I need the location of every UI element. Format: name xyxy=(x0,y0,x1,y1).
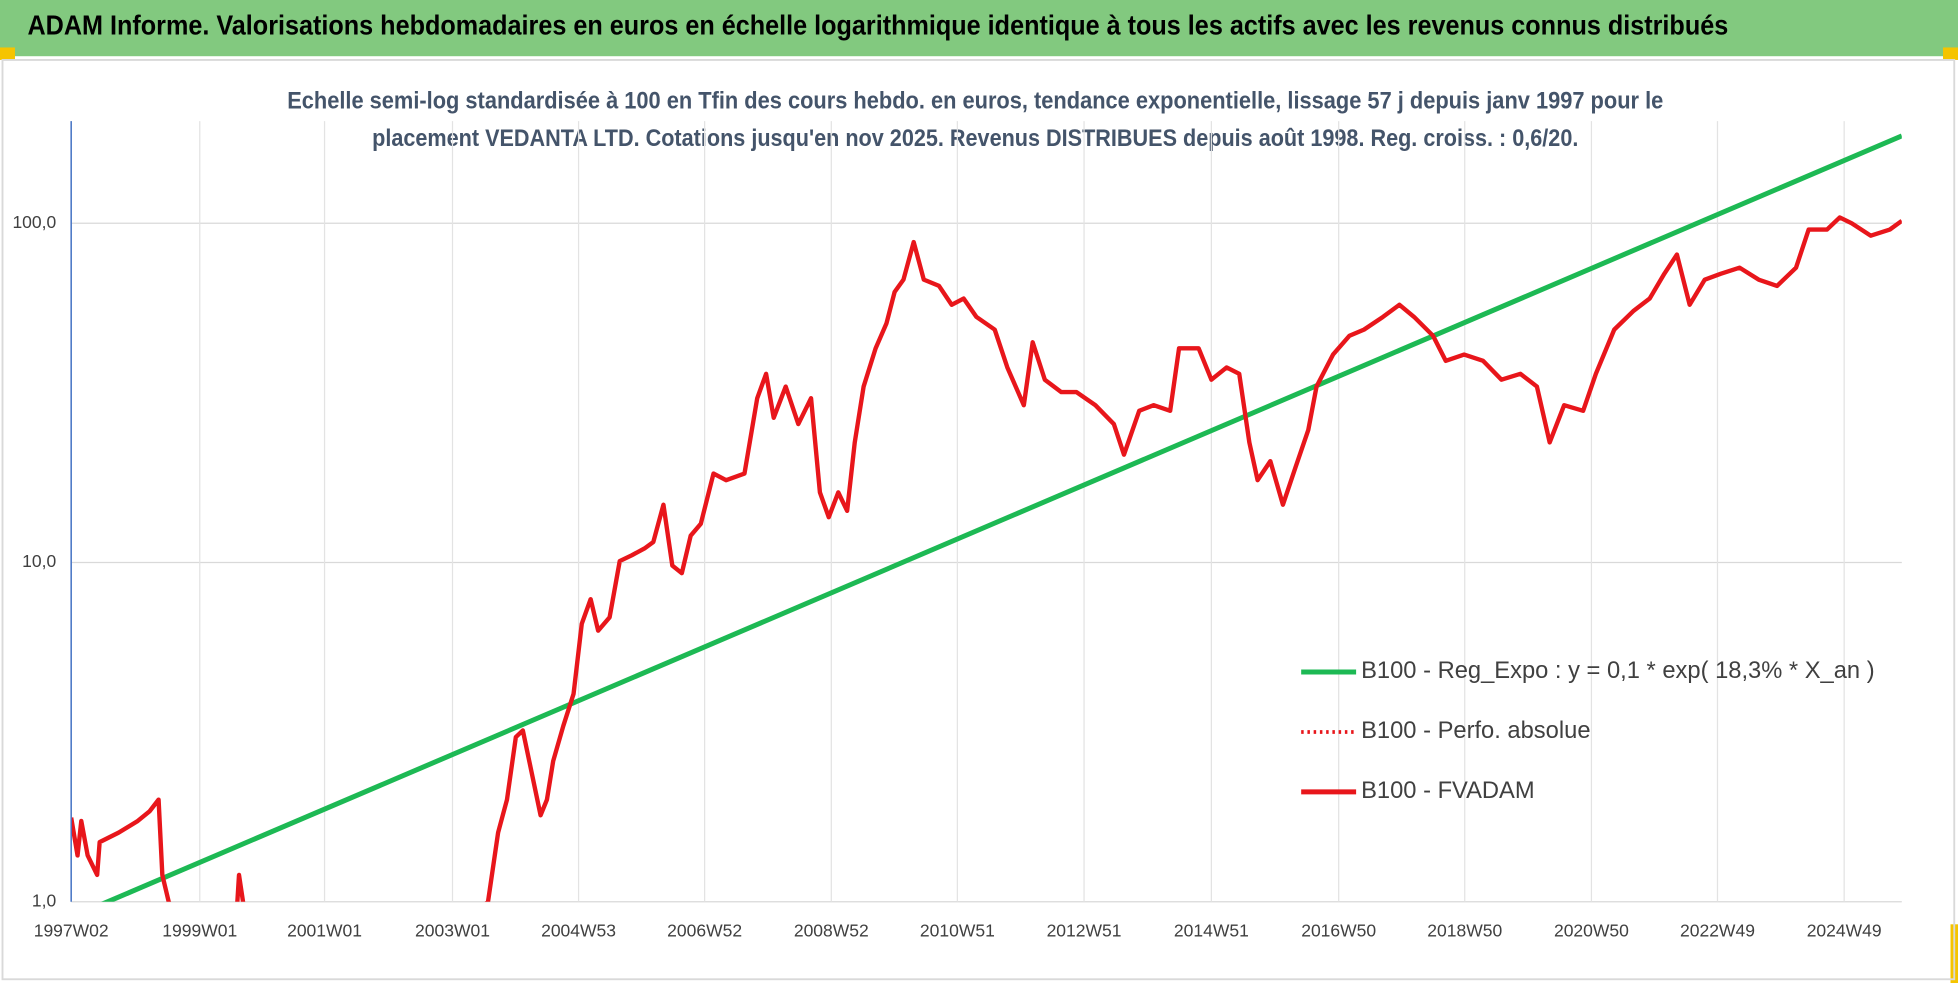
title-bar xyxy=(0,0,1958,57)
x-tick-label: 2024W49 xyxy=(1807,920,1882,940)
x-tick-label: 2004W53 xyxy=(541,920,616,940)
chart-subtitle: Echelle semi-log standardisée à 100 en T… xyxy=(287,89,1663,115)
series-line xyxy=(101,133,1902,902)
legend-label: B100 - Reg_Expo : y = 0,1 * exp( 18,3% *… xyxy=(1361,658,1874,684)
legend-label: B100 - FVADAM xyxy=(1361,778,1535,804)
x-tick-label: 2006W52 xyxy=(667,920,742,940)
legend: B100 - Reg_Expo : y = 0,1 * exp( 18,3% *… xyxy=(1301,658,1875,804)
plot-area xyxy=(71,133,1902,902)
corner-mark xyxy=(0,47,15,60)
corner-mark xyxy=(1943,47,1958,60)
series-line xyxy=(71,215,1902,902)
x-tick-label: 2012W51 xyxy=(1047,920,1122,940)
x-tick-label: 1999W01 xyxy=(162,920,237,940)
grid: 1,0 10,0 100,0 1997W02 1999W01 2001W01 2003W01… xyxy=(12,121,1902,940)
chart-title: ADAM Informe. Valorisations hebdomadaire… xyxy=(27,10,1728,41)
legend-label: B100 - Perfo. absolue xyxy=(1361,718,1590,744)
x-tick-label: 2010W51 xyxy=(920,920,995,940)
x-tick-label: 1997W02 xyxy=(34,920,109,940)
y-tick-label: 1,0 xyxy=(32,890,57,910)
frame xyxy=(1,59,1956,981)
y-tick-label: 100,0 xyxy=(12,212,56,232)
x-tick-label: 2016W50 xyxy=(1301,920,1376,940)
x-tick-label: 2018W50 xyxy=(1427,920,1502,940)
x-tick-label: 2014W51 xyxy=(1174,920,1249,940)
x-tick-label: 2022W49 xyxy=(1680,920,1755,940)
x-tick-label: 2003W01 xyxy=(415,920,490,940)
x-tick-label: 2020W50 xyxy=(1554,920,1629,940)
x-tick-label: 2001W01 xyxy=(287,920,362,940)
x-tick-label: 2008W52 xyxy=(794,920,869,940)
y-tick-label: 10,0 xyxy=(22,551,56,571)
chart-subtitle: placement VEDANTA LTD. Cotations jusqu'e… xyxy=(372,126,1578,152)
